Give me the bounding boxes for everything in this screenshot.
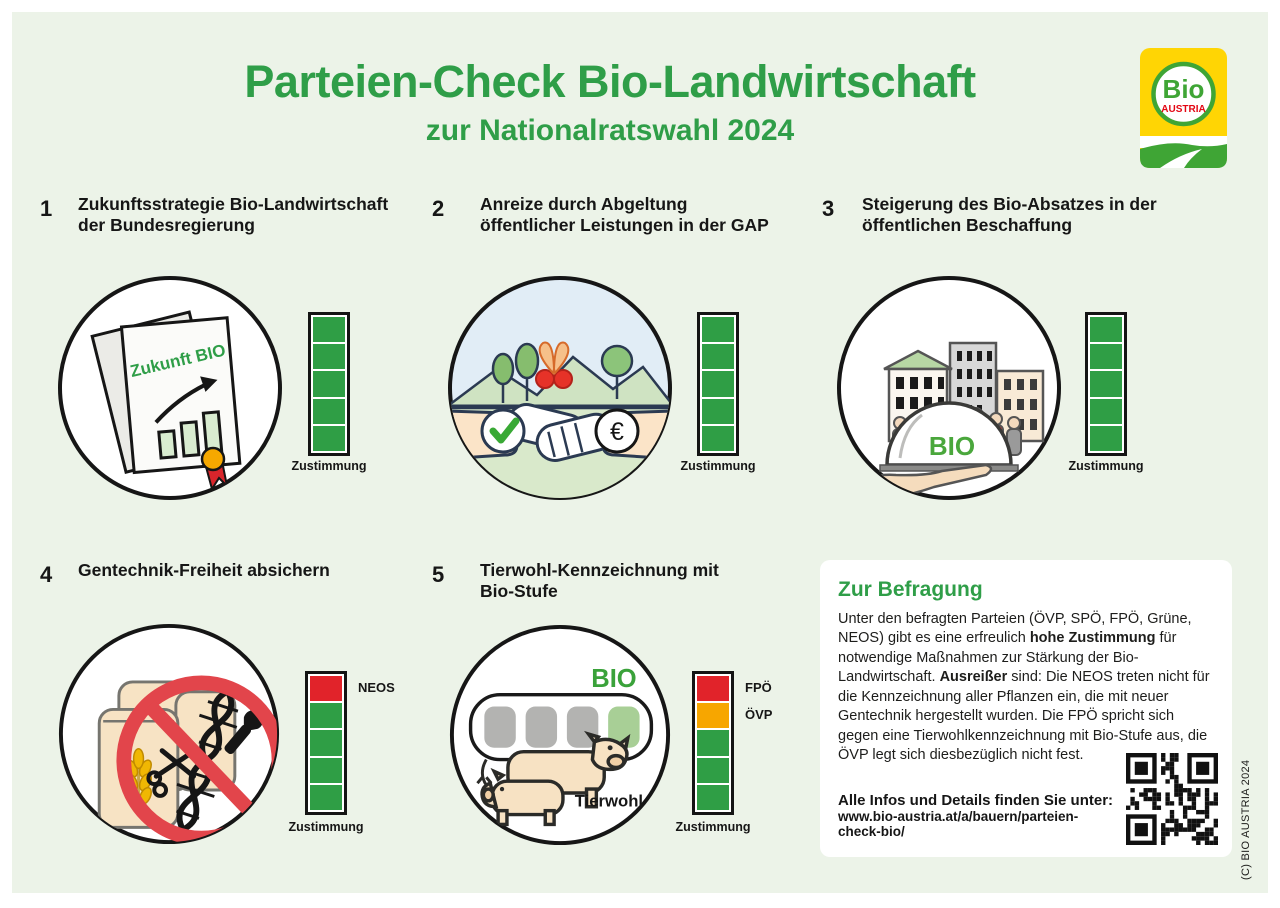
topic-5-bar-label: Zustimmung bbox=[675, 820, 751, 834]
bio-austria-logo: Bio AUSTRIA bbox=[1140, 48, 1227, 169]
bar-cell bbox=[697, 703, 729, 729]
topic-4-illustration bbox=[56, 621, 282, 847]
bar-cell bbox=[697, 676, 729, 702]
bar-cell bbox=[1090, 398, 1122, 424]
info-box-footer: Alle Infos und Details finden Sie unter:… bbox=[838, 792, 1118, 839]
topic-3-number: 3 bbox=[822, 196, 835, 221]
topic-4-title-line1: Gentechnik-Freiheit absichern bbox=[78, 560, 330, 580]
bar-cell bbox=[310, 730, 342, 756]
bar-cell bbox=[702, 398, 734, 424]
bar-cell bbox=[310, 703, 342, 729]
topic-3-illustration: BIO bbox=[834, 273, 1064, 503]
topic-2-number: 2 bbox=[432, 196, 445, 221]
party-label: NEOS bbox=[358, 679, 395, 695]
handshake-landscape-icon: € bbox=[448, 276, 672, 500]
info-box-heading: Zur Befragung bbox=[838, 578, 983, 601]
bar-cell bbox=[310, 784, 342, 811]
info-box-paragraph: Unter den befragten Parteien (ÖVP, SPÖ, … bbox=[838, 611, 1210, 763]
logo-text-austria: AUSTRIA bbox=[1161, 104, 1205, 115]
topic-1-bar-label: Zustimmung bbox=[291, 459, 367, 473]
label-bio-text: BIO bbox=[591, 665, 636, 693]
bar-cell bbox=[1090, 344, 1122, 370]
info-footer-label: Alle Infos und Details finden Sie unter: bbox=[838, 792, 1114, 809]
topic-2-illustration: € bbox=[445, 273, 675, 503]
bar-cell bbox=[697, 784, 729, 811]
bar-cell bbox=[313, 344, 345, 370]
bar-cell bbox=[1090, 371, 1122, 397]
topic-1-title-line2: der Bundesregierung bbox=[78, 215, 255, 236]
bar-cell bbox=[1090, 317, 1122, 343]
bar-cell bbox=[313, 317, 345, 343]
bar-cell bbox=[697, 757, 729, 783]
topic-5-title-line2: Bio-Stufe bbox=[480, 581, 558, 602]
topic-5-zustimmung-bar: FPÖ ÖVP bbox=[692, 671, 772, 815]
bar-cell bbox=[313, 371, 345, 397]
info-box: Zur Befragung Unter den befragten Partei… bbox=[820, 560, 1232, 857]
tierwohl-text: Tierwohl bbox=[575, 792, 643, 811]
topic-1-zustimmung-bar bbox=[308, 312, 350, 456]
page-subtitle: zur Nationalratswahl 2024 bbox=[425, 114, 795, 147]
copyright-text: (C) BIO AUSTRIA 2024 bbox=[1240, 759, 1252, 880]
topic-1-title-line1: Zukunftsstrategie Bio-Landwirtschaft bbox=[78, 194, 389, 214]
topic-1-number: 1 bbox=[40, 196, 53, 221]
topic-3-title: Steigerung des Bio-Absatzes in der öffen… bbox=[862, 194, 1192, 237]
topic-5-title: Tierwohl-Kennzeichnung mit Bio-Stufe bbox=[480, 560, 810, 603]
topic-3-title-line1: Steigerung des Bio-Absatzes in der bbox=[862, 194, 1157, 214]
bar-cell bbox=[702, 425, 734, 452]
bar-cell bbox=[702, 371, 734, 397]
party-label: ÖVP bbox=[745, 707, 773, 723]
bar-cell bbox=[310, 757, 342, 783]
topic-4-number: 4 bbox=[40, 562, 53, 587]
euro-symbol: € bbox=[610, 418, 624, 446]
bio-cloche-public-icon: BIO bbox=[837, 276, 1061, 500]
bio-austria-logo-icon: Bio AUSTRIA bbox=[1140, 48, 1227, 168]
bar-cell bbox=[313, 425, 345, 452]
topic-5-number: 5 bbox=[432, 562, 445, 587]
bar-cell bbox=[697, 730, 729, 756]
tierwohl-label-animals-icon: BIO bbox=[449, 624, 671, 846]
topic-3-title-line2: öffentlichen Beschaffung bbox=[862, 215, 1073, 236]
bar-cell bbox=[1090, 425, 1122, 452]
party-label: FPÖ bbox=[745, 679, 772, 695]
topic-1-illustration: Zukunft BIO bbox=[55, 273, 285, 503]
topic-2-title-line2: öffentlicher Leistungen in der GAP bbox=[480, 215, 769, 236]
topic-4-zustimmung-bar: NEOS bbox=[305, 671, 395, 815]
bar-cell bbox=[702, 344, 734, 370]
topic-2-title-line1: Anreize durch Abgeltung bbox=[480, 194, 688, 214]
topic-2-zustimmung-bar bbox=[697, 312, 739, 456]
no-gmo-grain-icon bbox=[58, 623, 280, 845]
info-footer-url[interactable]: www.bio-austria.at/a/bauern/parteien-che… bbox=[838, 809, 1079, 839]
bar-cell bbox=[702, 317, 734, 343]
topic-5-title-line1: Tierwohl-Kennzeichnung mit bbox=[480, 560, 719, 580]
topic-2-title: Anreize durch Abgeltung öffentlicher Lei… bbox=[480, 194, 810, 237]
topic-3-zustimmung-bar bbox=[1085, 312, 1127, 456]
bar-cell bbox=[310, 676, 342, 702]
logo-text-bio: Bio bbox=[1163, 74, 1205, 104]
zukunft-bio-document-icon: Zukunft BIO bbox=[58, 276, 282, 500]
topic-4-bar-label: Zustimmung bbox=[288, 820, 364, 834]
topic-4-title: Gentechnik-Freiheit absichern bbox=[78, 560, 418, 581]
topic-3-bar-label: Zustimmung bbox=[1068, 459, 1144, 473]
topic-5-illustration: BIO bbox=[447, 622, 673, 848]
cloche-bio-text: BIO bbox=[929, 431, 975, 461]
topic-2-bar-label: Zustimmung bbox=[680, 459, 756, 473]
bar-cell bbox=[313, 398, 345, 424]
topic-1-title: Zukunftsstrategie Bio-Landwirtschaft der… bbox=[78, 194, 408, 237]
qr-code bbox=[1126, 753, 1218, 845]
page-title: Parteien-Check Bio-Landwirtschaft bbox=[244, 56, 976, 107]
